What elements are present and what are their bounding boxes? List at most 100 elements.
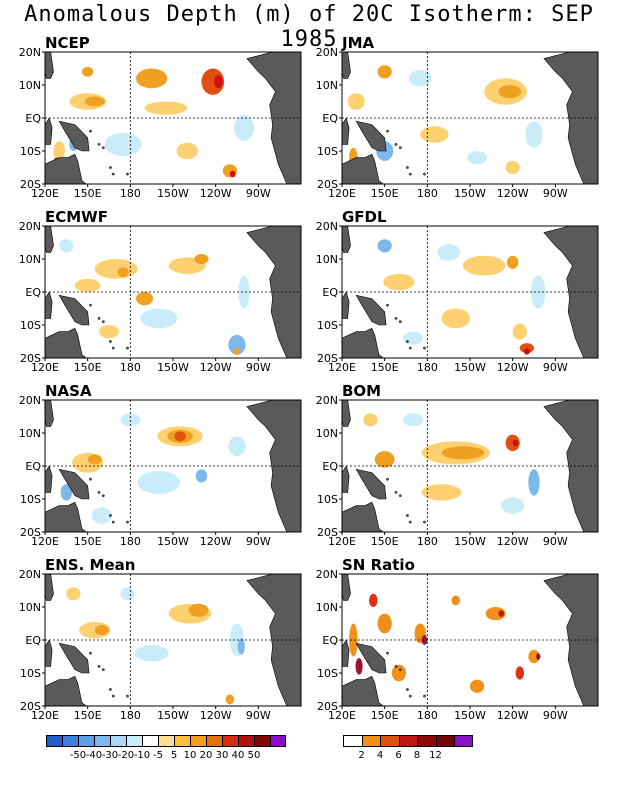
lon-tick-label: 120E [31, 535, 59, 548]
lon-tick-label: 90W [246, 535, 271, 548]
colorbar-label: 40 [231, 750, 245, 761]
island [109, 514, 112, 517]
lon-tick-label: 120E [328, 709, 356, 722]
island [386, 477, 389, 481]
lat-tick-label: 20S [317, 178, 338, 191]
colorbar-swatch [142, 735, 158, 747]
anomaly-patch [120, 587, 135, 601]
island [89, 303, 92, 307]
lat-tick-label: 10N [316, 253, 338, 266]
island [97, 143, 101, 146]
island [423, 346, 426, 350]
anomaly-patch [74, 278, 101, 292]
map-panel: 20N 10N EQ 10S 20S 120E 150E 180 150W 120W 90W ECMW… [0, 206, 302, 374]
island [101, 668, 105, 672]
lon-tick-label: 150W [157, 709, 189, 722]
sn-ratio-patch [355, 658, 363, 675]
anomaly-patch [377, 239, 392, 253]
island [126, 346, 129, 350]
land-mass [45, 226, 54, 253]
lon-tick-label: 180 [417, 361, 438, 374]
anomaly-patch [403, 331, 424, 345]
land-mass [355, 294, 387, 326]
lat-tick-label: 10S [20, 319, 41, 332]
island [394, 317, 398, 320]
lon-tick-label: 150E [74, 709, 102, 722]
colorbar-swatch [126, 735, 142, 747]
lon-tick-label: 120W [497, 709, 529, 722]
lon-tick-label: 180 [417, 709, 438, 722]
map-panel: 20N 10N EQ 10S 20S 120E 150E 180 150W 120W 90W GFDL [297, 206, 599, 374]
island [398, 494, 402, 498]
lat-tick-label: 10N [19, 427, 41, 440]
island [97, 491, 101, 494]
land-mass [58, 294, 90, 326]
island [97, 665, 101, 668]
anomaly-patch [374, 451, 395, 468]
island [394, 143, 398, 146]
anomaly-patch [467, 151, 488, 165]
lon-tick-label: 150E [371, 361, 399, 374]
land-mass [45, 117, 53, 145]
anomaly-patch [134, 644, 169, 662]
anomaly-patch [437, 244, 461, 261]
lon-tick-label: 150E [74, 535, 102, 548]
lon-tick-label: 150E [371, 709, 399, 722]
anomaly-patch [228, 436, 246, 457]
island [398, 320, 402, 324]
anomaly-patch [228, 334, 246, 355]
colorbar-swatch [222, 735, 238, 747]
anomaly-patch [66, 587, 81, 601]
lon-tick-label: 150W [454, 535, 486, 548]
island [406, 166, 409, 169]
anomaly-patch [421, 484, 462, 501]
anomaly-colorbar [46, 735, 286, 747]
anomaly-patch [195, 469, 208, 483]
lat-tick-label: 10N [316, 427, 338, 440]
anomaly-patch [99, 325, 119, 339]
map-panel: 20N 10N EQ 10S 20S 120E 150E 180 150W 120W 90W NASA [0, 380, 302, 548]
land-mass [45, 574, 54, 601]
colorbar-swatch [270, 735, 286, 747]
anomaly-patch [234, 114, 255, 142]
island [101, 320, 105, 324]
lat-tick-label: 20S [20, 178, 41, 191]
island [423, 172, 426, 176]
island [111, 520, 115, 524]
island [408, 694, 412, 698]
map-panel: 20N 10N EQ 10S 20S 120E 150E 180 150W 120W 90W BOM [297, 380, 599, 548]
land-mass [45, 501, 87, 532]
lon-tick-label: 180 [120, 361, 141, 374]
lat-tick-label: 10S [317, 145, 338, 158]
panel-title: GFDL [342, 208, 387, 226]
anomaly-patch [117, 267, 129, 278]
anomaly-patch [238, 275, 250, 309]
panel-title: NCEP [45, 34, 90, 52]
island [126, 694, 129, 698]
lon-tick-label: 150W [454, 361, 486, 374]
lon-tick-label: 180 [120, 709, 141, 722]
panel-title: NASA [45, 382, 92, 400]
colorbar-swatch [398, 735, 417, 747]
colorbar-label: 12 [429, 750, 442, 761]
sn-ratio-patch [451, 595, 461, 606]
land-mass [342, 226, 351, 253]
island [101, 494, 105, 498]
island [394, 491, 398, 494]
panel-title: JMA [342, 34, 375, 52]
sn-ratio-patch [485, 607, 506, 621]
lat-tick-label: 20N [316, 220, 338, 233]
anomaly-patch [498, 85, 522, 99]
lat-tick-label: EQ [322, 286, 338, 299]
figure-title: Anomalous Depth (m) of 20C Isotherm: SEP… [24, 2, 594, 52]
anomaly-patch [363, 413, 378, 427]
land-mass [45, 465, 53, 493]
lon-tick-label: 90W [246, 361, 271, 374]
lon-tick-label: 120E [328, 361, 356, 374]
land-mass [342, 52, 351, 79]
colorbar-label: -30 [101, 750, 119, 761]
lon-tick-label: 90W [543, 187, 568, 200]
land-mass [342, 117, 350, 145]
sn-ratio-patch [391, 664, 406, 682]
island [89, 129, 92, 133]
